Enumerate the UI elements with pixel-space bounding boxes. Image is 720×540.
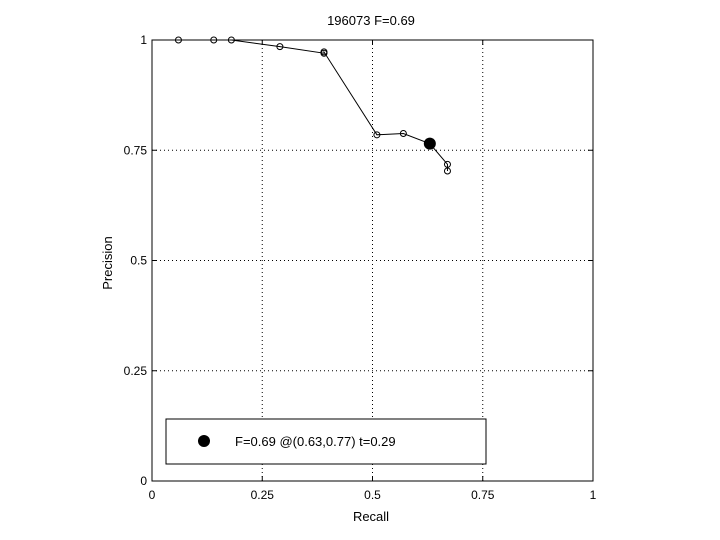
chart-title: 196073 F=0.69: [327, 13, 415, 28]
x-tick-label: 1: [590, 488, 597, 502]
legend-frame: [165, 418, 487, 465]
x-tick-label: 0.25: [251, 488, 275, 502]
y-tick-label: 0.5: [130, 254, 147, 268]
y-tick-label: 0.75: [124, 143, 148, 157]
data-point: [399, 129, 407, 137]
best-f-point: [423, 137, 436, 150]
legend-box: F=0.69 @(0.63,0.77) t=0.29: [165, 418, 487, 465]
data-point: [443, 160, 451, 168]
x-tick-label: 0.75: [471, 488, 495, 502]
x-tick-label: 0: [149, 488, 156, 502]
legend-text: F=0.69 @(0.63,0.77) t=0.29: [235, 434, 396, 449]
legend-marker: [198, 435, 210, 447]
series-group: [174, 36, 451, 175]
grid-lines: [152, 40, 593, 481]
y-tick-label: 0.25: [124, 364, 148, 378]
y-axis-label: Precision: [100, 236, 115, 289]
x-tick-label: 0.5: [364, 488, 381, 502]
y-tick-label: 0: [140, 474, 147, 488]
data-point: [373, 131, 381, 139]
data-point: [276, 43, 284, 51]
y-tick-label: 1: [140, 33, 147, 47]
data-point: [174, 36, 182, 44]
data-point: [443, 167, 451, 175]
axis-ticks: 0 0.25 0.5 0.75 1 0 0.25 0.5 0.75 1: [124, 33, 597, 502]
x-axis-label: Recall: [353, 509, 389, 524]
data-point: [320, 48, 328, 56]
series-line: [178, 39, 448, 171]
data-point: [210, 36, 218, 44]
data-point: [227, 36, 235, 44]
